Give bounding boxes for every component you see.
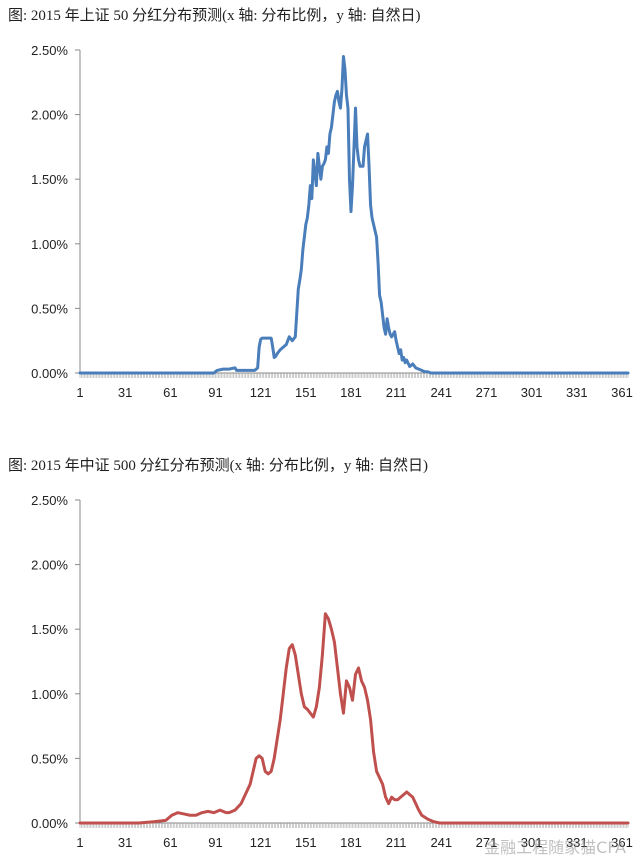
series-line bbox=[78, 612, 630, 825]
y-tick-label: 1.50% bbox=[31, 172, 68, 187]
chart-plot: 0.00% 0.50% 1.00% 1.50% 2.00% 2.50% 1 31 61 91 121… bbox=[31, 493, 633, 850]
x-tick-label: 331 bbox=[566, 385, 588, 400]
x-tick-label: 271 bbox=[476, 385, 498, 400]
x-tick-label: 31 bbox=[118, 835, 132, 850]
x-minor-ticks bbox=[79, 823, 629, 828]
x-tick-label: 121 bbox=[250, 835, 272, 850]
x-tick-label: 361 bbox=[611, 835, 633, 850]
y-tick-label: 0.00% bbox=[31, 366, 68, 381]
x-tick-label: 211 bbox=[386, 835, 407, 850]
x-tick-label: 211 bbox=[386, 385, 407, 400]
chart-title: 图: 2015 年上证 50 分红分布预测(x 轴: 分布比例，y 轴: 自然日… bbox=[8, 8, 421, 24]
x-tick-label: 1 bbox=[76, 835, 83, 850]
x-tick-label: 61 bbox=[163, 835, 177, 850]
chart-title: 图: 2015 年中证 500 分红分布预测(x 轴: 分布比例，y 轴: 自然… bbox=[8, 458, 428, 474]
y-tick-label: 2.50% bbox=[31, 43, 68, 58]
x-tick-label: 181 bbox=[340, 835, 362, 850]
y-tick-label: 1.50% bbox=[31, 622, 68, 637]
x-tick-label: 301 bbox=[521, 835, 543, 850]
x-tick-label: 61 bbox=[163, 385, 177, 400]
chart-sse50: 图: 2015 年上证 50 分红分布预测(x 轴: 分布比例，y 轴: 自然日… bbox=[0, 0, 640, 420]
x-tick-label: 331 bbox=[566, 835, 588, 850]
x-tick-label: 91 bbox=[208, 385, 222, 400]
x-tick-label: 121 bbox=[250, 385, 272, 400]
x-tick-label: 31 bbox=[118, 385, 132, 400]
x-tick-label: 151 bbox=[295, 835, 317, 850]
x-tick-label: 301 bbox=[521, 385, 543, 400]
y-tick-label: 2.00% bbox=[31, 558, 68, 573]
y-tick-label: 2.50% bbox=[31, 493, 68, 508]
x-tick-label: 1 bbox=[76, 385, 83, 400]
y-tick-label: 1.00% bbox=[31, 687, 68, 702]
series-line bbox=[78, 54, 630, 375]
x-tick-label: 361 bbox=[611, 385, 633, 400]
x-tick-label: 271 bbox=[476, 835, 498, 850]
watermark-text: 金融工程随家猫CFA bbox=[484, 838, 626, 857]
y-tick-label: 0.50% bbox=[31, 301, 68, 316]
x-tick-label: 151 bbox=[295, 385, 317, 400]
y-tick-label: 0.00% bbox=[31, 816, 68, 831]
chart-plot: 0.00% 0.50% 1.00% 1.50% 2.00% 2.50% 1 31 61 91 121… bbox=[31, 43, 633, 400]
x-tick-label: 91 bbox=[208, 835, 222, 850]
chart-csi500: 图: 2015 年中证 500 分红分布预测(x 轴: 分布比例，y 轴: 自然… bbox=[0, 448, 640, 866]
y-tick-label: 0.50% bbox=[31, 751, 68, 766]
y-tick-label: 1.00% bbox=[31, 237, 68, 252]
x-tick-label: 241 bbox=[430, 385, 452, 400]
x-tick-label: 241 bbox=[430, 835, 452, 850]
y-tick-label: 2.00% bbox=[31, 108, 68, 123]
x-minor-ticks bbox=[79, 373, 629, 378]
x-tick-label: 181 bbox=[340, 385, 362, 400]
